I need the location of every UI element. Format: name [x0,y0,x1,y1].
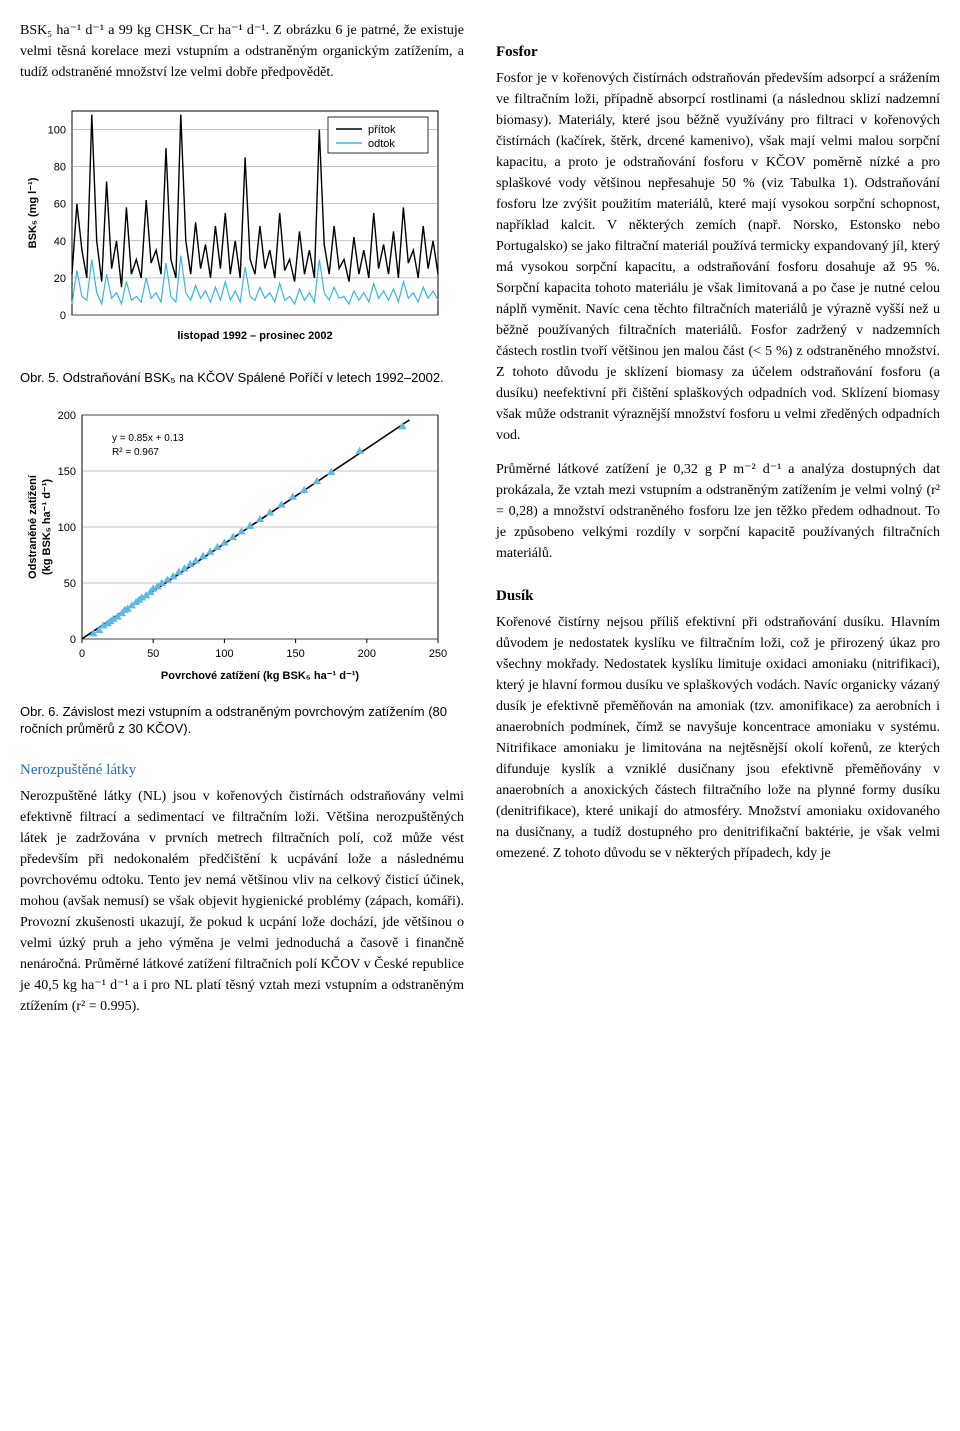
svg-text:200: 200 [358,648,376,660]
right-column: Fosfor Fosfor je v kořenových čistírnách… [496,20,940,1029]
svg-text:20: 20 [54,273,66,285]
svg-text:0: 0 [70,634,76,646]
fosfor-p1: Fosfor je v kořenových čistírnách odstra… [496,68,940,446]
svg-text:0: 0 [60,310,66,322]
svg-text:100: 100 [215,648,233,660]
figure-5-caption: Obr. 5. Odstraňování BSK₅ na KČOV Spálen… [20,369,464,387]
svg-text:200: 200 [58,410,76,422]
svg-text:40: 40 [54,236,66,248]
svg-text:(kg BSK₅ ha⁻¹ d⁻¹): (kg BSK₅ ha⁻¹ d⁻¹) [41,478,53,574]
svg-text:Odstraněné zatížení: Odstraněné zatížení [27,474,39,579]
fosfor-p2: Průměrné látkové zatížení je 0,32 g P m⁻… [496,459,940,564]
figure-6: 0 50 100 150 200 0 50 100 150 200 250 y = 0.85x + 0… [20,405,464,695]
left-column: BSK₅ ha⁻¹ d⁻¹ a 99 kg CHSK_Cr ha⁻¹ d⁻¹. … [20,20,464,1029]
figure-6-caption: Obr. 6. Závislost mezi vstupním a odstra… [20,703,464,738]
svg-text:100: 100 [48,125,66,137]
svg-text:y = 0.85x + 0.13: y = 0.85x + 0.13 [112,433,184,444]
svg-text:50: 50 [147,648,159,660]
svg-text:150: 150 [286,648,304,660]
svg-text:odtok: odtok [368,138,395,150]
svg-text:listopad 1992 – prosinec 2002: listopad 1992 – prosinec 2002 [177,330,332,342]
svg-text:Povrchové zatížení (kg BSK₅ ha: Povrchové zatížení (kg BSK₅ ha⁻¹ d⁻¹) [161,670,360,682]
svg-text:150: 150 [58,466,76,478]
intro-para: BSK₅ ha⁻¹ d⁻¹ a 99 kg CHSK_Cr ha⁻¹ d⁻¹. … [20,20,464,83]
svg-text:250: 250 [429,648,447,660]
svg-text:80: 80 [54,162,66,174]
svg-text:přítok: přítok [368,124,396,136]
fosfor-heading: Fosfor [496,41,940,64]
svg-text:0: 0 [79,648,85,660]
svg-text:60: 60 [54,199,66,211]
dusik-heading: Dusík [496,585,940,608]
svg-text:R² = 0.967: R² = 0.967 [112,447,159,458]
svg-text:50: 50 [64,578,76,590]
svg-text:100: 100 [58,522,76,534]
dusik-p1: Kořenové čistírny nejsou příliš efektivn… [496,612,940,864]
nl-para: Nerozpuštěné látky (NL) jsou v kořenovýc… [20,786,464,1017]
svg-text:BSK₅ (mg l⁻¹): BSK₅ (mg l⁻¹) [27,177,39,248]
nl-heading: Nerozpuštěné látky [20,759,464,782]
figure-5: 0 20 40 60 80 100 přítok odtok listopad 1992 – p… [20,101,464,361]
